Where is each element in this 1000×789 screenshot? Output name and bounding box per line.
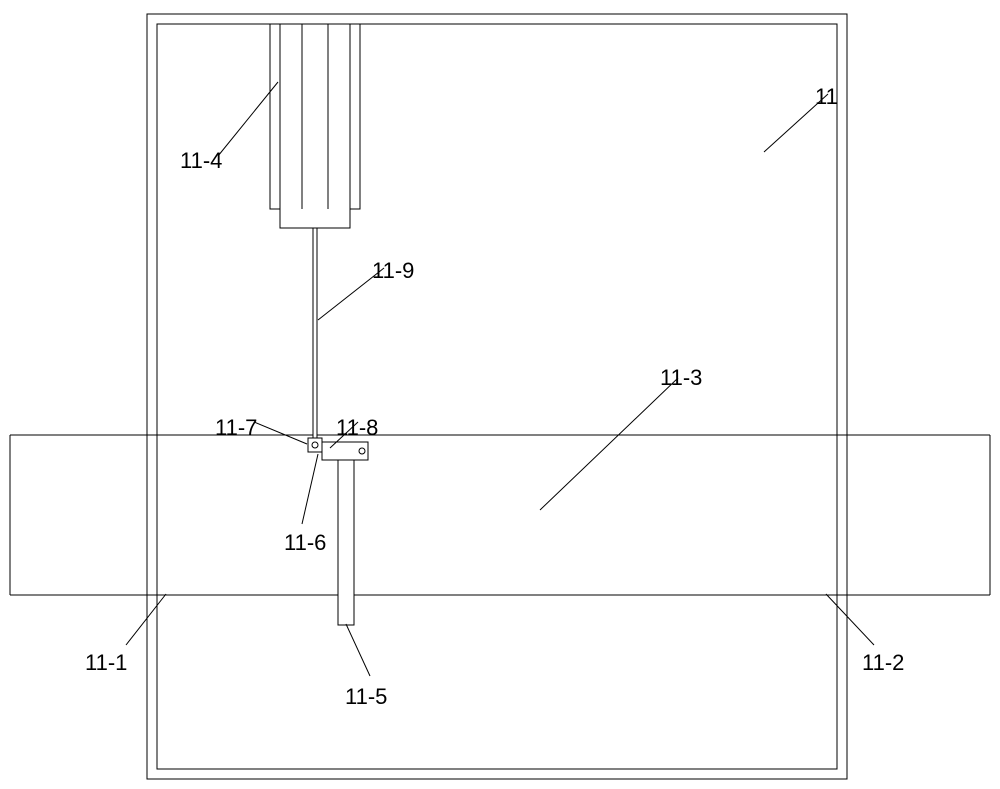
label-11-7: 11-7 [215, 415, 257, 441]
technical-diagram [0, 0, 1000, 789]
label-11-3: 11-3 [660, 365, 702, 391]
label-11-2: 11-2 [862, 650, 904, 676]
label-11-5: 11-5 [345, 684, 387, 710]
label-11-4: 11-4 [180, 148, 222, 174]
label-11-9: 11-9 [372, 258, 414, 284]
label-11-6: 11-6 [284, 530, 326, 556]
label-11-8: 11-8 [336, 415, 378, 441]
label-11-1: 11-1 [85, 650, 127, 676]
label-11: 11 [815, 84, 838, 110]
